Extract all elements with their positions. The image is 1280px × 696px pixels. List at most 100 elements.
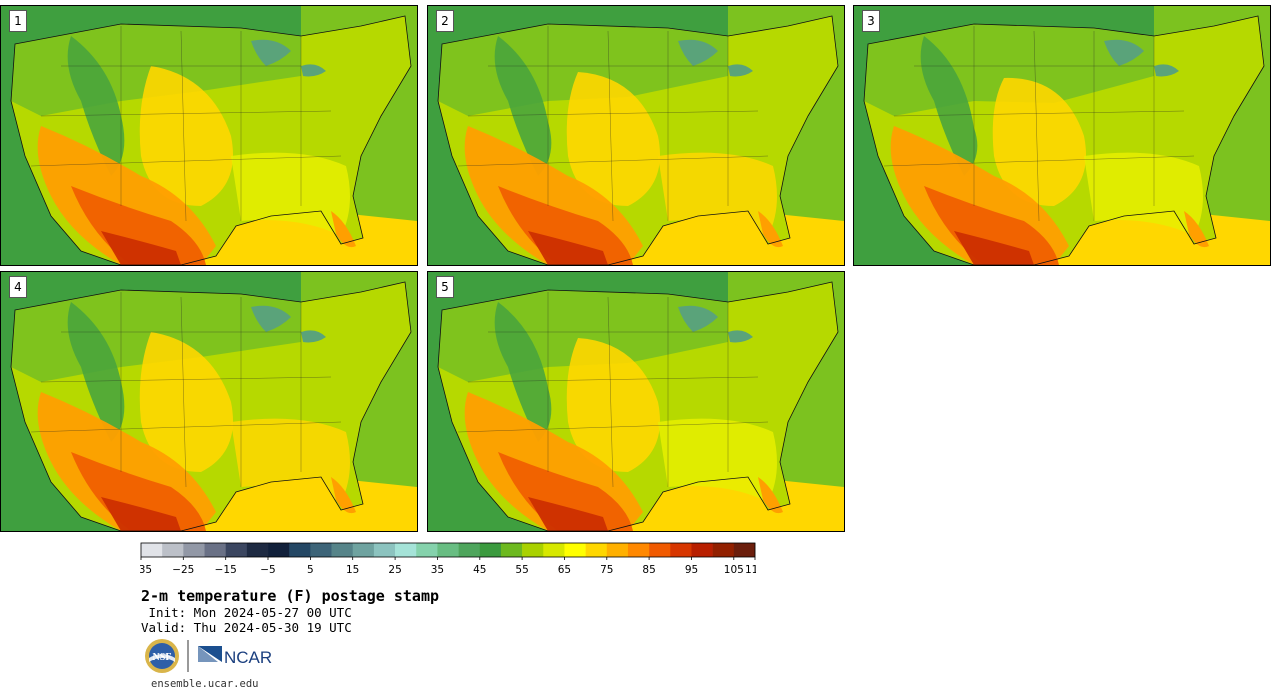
colorbar-swatch: [500, 543, 523, 557]
florida: [758, 211, 783, 248]
state-boundary: [607, 30, 614, 222]
colorbar-swatch: [691, 543, 713, 557]
ncar-logo: NCAR: [198, 646, 272, 667]
colorbar-swatch: [310, 543, 332, 557]
coastline: [863, 15, 1265, 265]
colorbar-tick-label: 75: [600, 564, 613, 576]
colorbar-swatch: [670, 543, 692, 557]
colorbar-tick-label: 95: [685, 564, 698, 576]
southeast-warm: [231, 418, 350, 502]
temperature-map: [1, 272, 417, 531]
colorbar-swatch: [712, 543, 735, 557]
colorbar-tick-label: 65: [558, 564, 571, 576]
postage-stamp-member-4: 4: [0, 271, 418, 532]
plains-warm: [566, 338, 660, 472]
colorbar-swatch: [437, 543, 459, 557]
ncar-logo-text: NCAR: [224, 648, 272, 667]
postage-stamp-member-5: 5: [427, 271, 845, 532]
state-boundary: [893, 110, 1185, 117]
mountain-region: [67, 302, 125, 442]
southwest-extreme: [101, 231, 181, 265]
southeast-warm: [231, 152, 350, 236]
southeast-warm: [1084, 152, 1203, 236]
member-label: 2: [436, 10, 454, 32]
great-lakes-east: [1154, 64, 1179, 77]
mountain-region: [920, 36, 978, 176]
postage-stamp-member-2: 2: [427, 5, 845, 266]
great-lakes-east: [728, 64, 753, 77]
state-boundary: [30, 155, 342, 167]
colorbar-tick-label: 115: [745, 564, 756, 576]
great-lakes-east: [301, 330, 326, 343]
colorbar-swatch: [522, 543, 544, 557]
colorbar-swatch: [458, 543, 481, 557]
valid-time: Valid: Thu 2024-05-30 19 UTC: [141, 620, 352, 635]
colorbar-tick-label: 15: [346, 564, 359, 576]
member-label: 3: [862, 10, 880, 32]
state-boundary: [180, 30, 187, 222]
colorbar-swatch: [183, 543, 205, 557]
colorbar-swatch: [331, 543, 354, 557]
colorbar-swatch: [373, 543, 396, 557]
postage-stamp-member-3: 3: [853, 5, 1271, 266]
mountain-region: [494, 36, 552, 176]
plains-warm: [139, 66, 233, 206]
temperature-colorbar: −35 −25 −15 −5 5 15 25 35 45 55 65 75 85 95 105115: [140, 542, 756, 576]
southwest-extreme: [528, 231, 608, 265]
colorbar-swatch: [479, 543, 502, 557]
temperature-map: [1, 6, 417, 265]
state-boundary: [457, 421, 769, 433]
colorbar-swatch: [141, 543, 163, 557]
colorbar-graphic: −35 −25 −15 −5 5 15 25 35 45 55 65 75 85 95 105115: [140, 542, 756, 576]
state-boundary: [180, 296, 187, 488]
coastline: [437, 281, 839, 531]
great-lakes: [1104, 39, 1144, 66]
florida: [1184, 211, 1209, 248]
colorbar-swatch: [352, 543, 375, 557]
great-lakes: [678, 305, 718, 332]
coastline: [10, 281, 412, 531]
colorbar-frame: [140, 542, 756, 558]
great-lakes: [251, 305, 291, 332]
nsf-logo: NSF: [145, 639, 179, 673]
colorbar-tick-label: −35: [140, 564, 152, 576]
southwest-extreme: [954, 231, 1034, 265]
state-boundary: [467, 376, 759, 383]
temperature-map: [854, 6, 1270, 265]
member-label: 5: [436, 276, 454, 298]
product-title: 2-m temperature (F) postage stamp: [141, 587, 440, 605]
colorbar-swatch: [162, 543, 184, 557]
southwest-very-hot: [498, 452, 633, 531]
colorbar-tick-label: 45: [473, 564, 486, 576]
plains-warm: [992, 77, 1086, 206]
great-lakes: [251, 39, 291, 66]
site-url: ensemble.ucar.edu: [151, 678, 259, 690]
colorbar-tick-label: −5: [260, 564, 275, 576]
init-time: Init: Mon 2024-05-27 00 UTC: [141, 605, 352, 620]
state-boundary: [467, 110, 759, 117]
southwest-extreme: [101, 497, 181, 531]
colorbar-swatch: [733, 543, 756, 557]
colorbar-swatch: [543, 543, 565, 557]
state-boundary: [40, 376, 332, 383]
great-lakes-east: [728, 330, 753, 343]
southeast-warm: [658, 152, 777, 236]
colorbar-swatch: [585, 543, 608, 557]
southeast-warm: [658, 418, 777, 502]
colorbar-tick-label: 25: [388, 564, 401, 576]
southwest-very-hot: [498, 186, 633, 265]
colorbar-swatch: [246, 543, 269, 557]
state-boundary: [1033, 30, 1040, 222]
temperature-map: [428, 272, 844, 531]
colorbar-swatch: [289, 543, 311, 557]
colorbar-swatch: [649, 543, 671, 557]
colorbar-swatch: [627, 543, 650, 557]
florida: [758, 477, 783, 514]
great-lakes: [678, 39, 718, 66]
great-lakes-east: [301, 64, 326, 77]
plains-warm: [139, 332, 233, 472]
colorbar-swatch: [204, 543, 226, 557]
colorbar-swatch: [606, 543, 629, 557]
postage-stamp-member-1: 1: [0, 5, 418, 266]
coastline: [437, 15, 839, 265]
